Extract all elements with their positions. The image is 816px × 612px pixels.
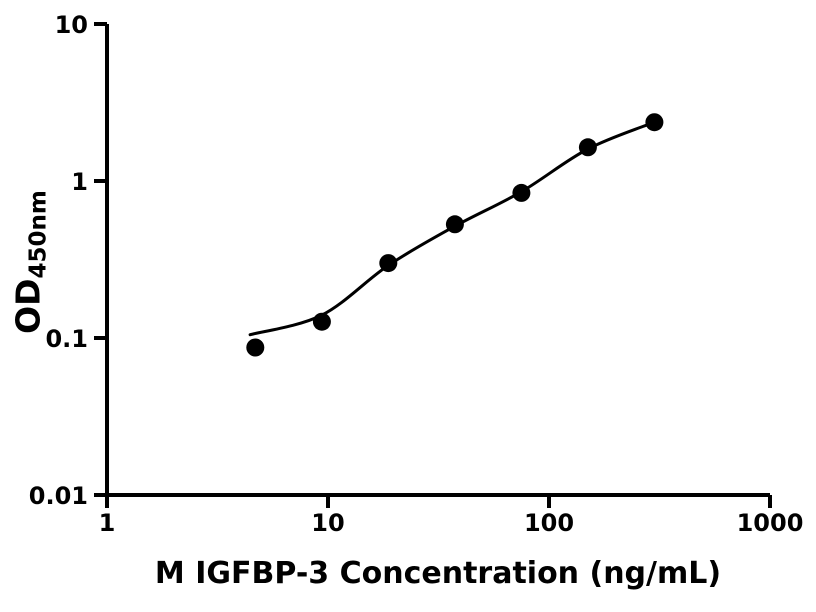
y-tick-label: 0.1 xyxy=(45,325,88,353)
data-point xyxy=(512,183,531,202)
x-tick-label: 100 xyxy=(524,509,574,537)
axis-spines xyxy=(105,24,770,497)
data-point xyxy=(246,338,265,357)
x-tick-label: 1 xyxy=(99,509,116,537)
data-point xyxy=(445,215,464,234)
data-point xyxy=(379,254,398,273)
x-tick-label: 1000 xyxy=(737,509,804,537)
y-axis-label: OD450nm xyxy=(9,190,52,334)
y-axis-label-main: OD xyxy=(8,278,48,334)
y-tick-label: 10 xyxy=(55,11,88,39)
data-point xyxy=(578,138,597,157)
y-tick-label: 0.01 xyxy=(29,482,88,510)
x-tick-label: 10 xyxy=(311,509,344,537)
data-point xyxy=(645,113,664,132)
data-point xyxy=(312,312,331,331)
x-axis-label: M IGFBP-3 Concentration (ng/mL) xyxy=(154,556,722,591)
y-tick-label: 1 xyxy=(71,168,88,196)
y-axis-label-subscript: 450nm xyxy=(25,190,52,279)
